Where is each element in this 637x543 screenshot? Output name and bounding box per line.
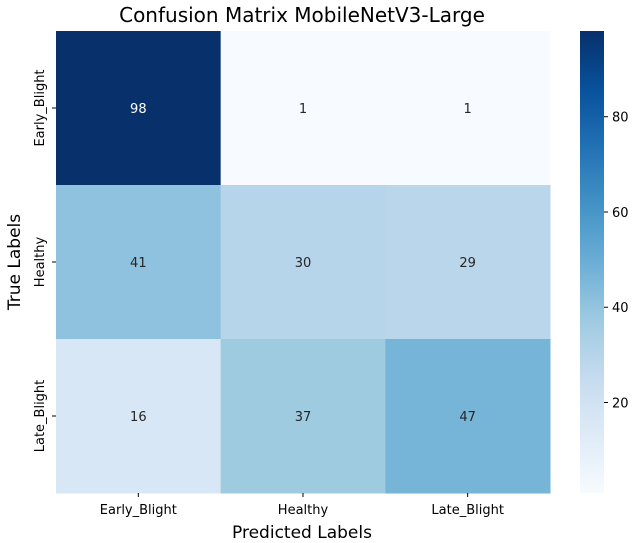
heatmap-cells	[56, 31, 551, 494]
heatmap-cell	[220, 185, 386, 340]
y-axis-ticks: Early_Blight Healthy Late_Blight	[33, 69, 56, 452]
heatmap-cell	[56, 31, 222, 186]
heatmap-cell	[220, 31, 386, 186]
chart-title: Confusion Matrix MobileNetV3-Large	[119, 3, 485, 27]
x-tick-label: Healthy	[278, 503, 329, 518]
x-tick-label: Early_Blight	[100, 503, 177, 518]
colorbar-tick-label: 20	[612, 397, 629, 412]
cell-value-label: 16	[130, 410, 147, 425]
colorbar-tick-label: 80	[612, 111, 629, 126]
y-tick-label: Late_Blight	[33, 380, 48, 453]
cell-value-label: 37	[295, 410, 312, 425]
x-axis-label: Predicted Labels	[232, 523, 372, 543]
cell-value-label: 30	[295, 256, 312, 271]
colorbar	[580, 31, 604, 493]
colorbar-ticks: 20 40 60 80	[604, 111, 629, 412]
heatmap-cell	[385, 339, 551, 494]
heatmap-cell	[56, 339, 222, 494]
y-axis-label: True Labels	[5, 214, 25, 311]
cell-value-label: 47	[459, 410, 476, 425]
heatmap-cell	[220, 339, 386, 494]
cell-value-label: 41	[130, 256, 147, 271]
heatmap-cell	[385, 31, 551, 186]
x-axis-ticks: Early_Blight Healthy Late_Blight	[100, 493, 504, 518]
cell-value-label: 29	[459, 256, 476, 271]
colorbar-tick-label: 60	[612, 206, 629, 221]
cell-value-label: 1	[299, 102, 307, 117]
colorbar-tick-label: 40	[612, 301, 629, 316]
heatmap-cell-labels: 98 1 1 41 30 29 16 37 47	[130, 102, 476, 425]
cell-value-label: 1	[464, 102, 472, 117]
cell-value-label: 98	[130, 102, 147, 117]
y-tick-label: Healthy	[33, 237, 48, 288]
heatmap-cell	[385, 185, 551, 340]
heatmap-cell	[56, 185, 222, 340]
x-tick-label: Late_Blight	[431, 503, 504, 518]
y-tick-label: Early_Blight	[33, 69, 48, 146]
